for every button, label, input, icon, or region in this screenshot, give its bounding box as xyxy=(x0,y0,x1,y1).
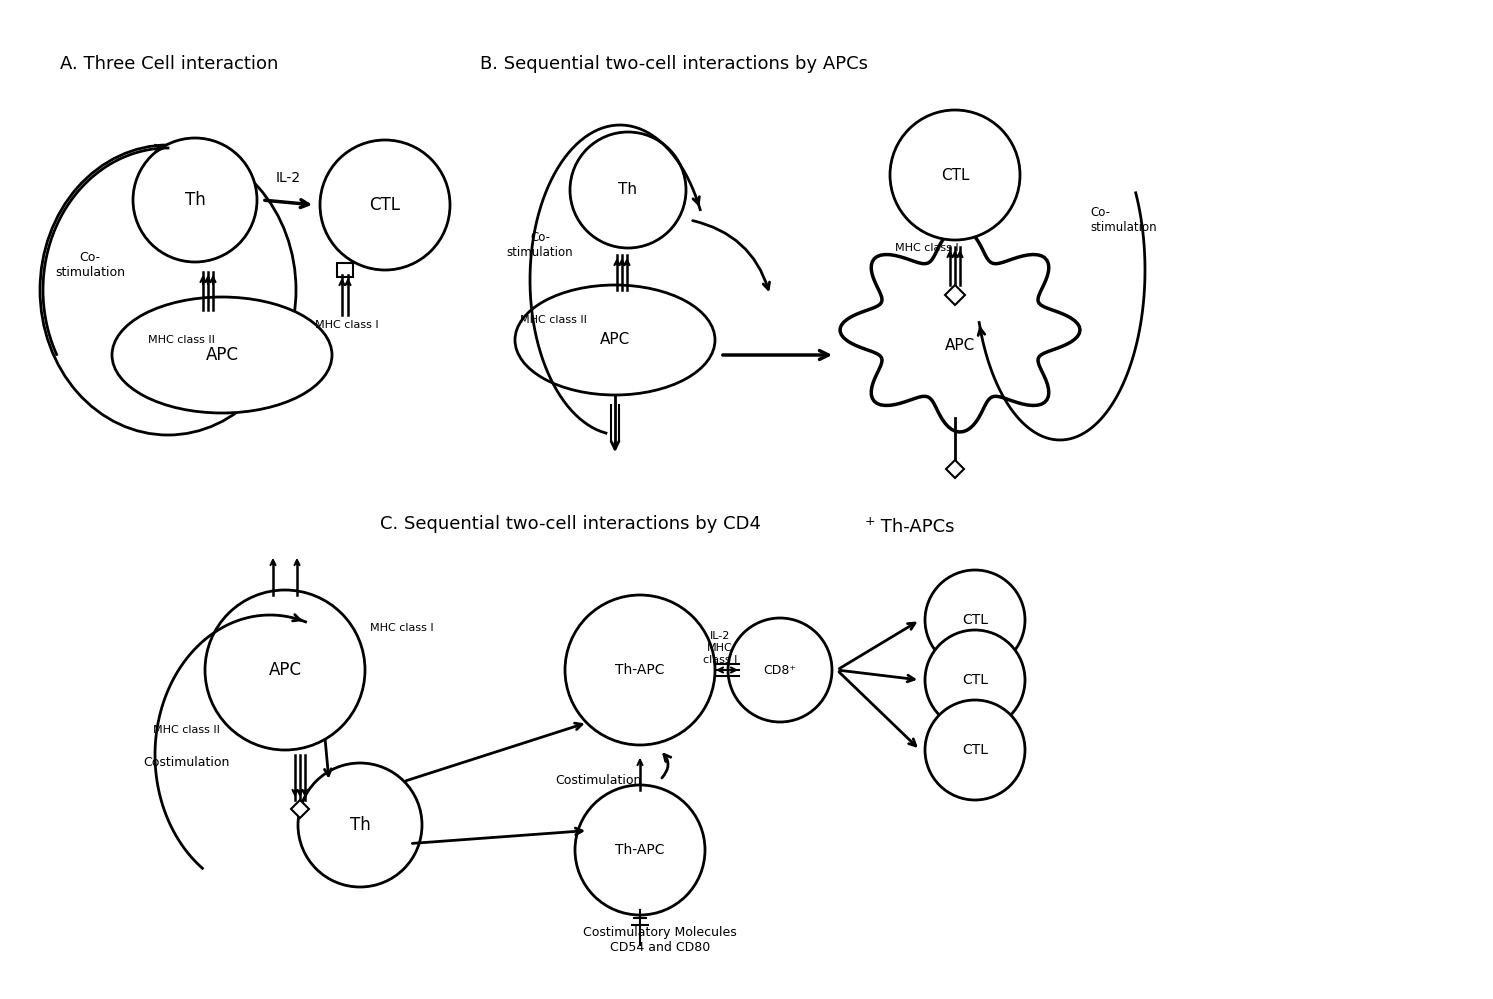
Ellipse shape xyxy=(890,110,1020,240)
Text: CD8⁺: CD8⁺ xyxy=(763,663,796,676)
Text: MHC class II: MHC class II xyxy=(148,335,215,345)
Polygon shape xyxy=(841,228,1079,432)
Bar xyxy=(337,263,352,277)
Text: MHC class I: MHC class I xyxy=(370,623,433,633)
Ellipse shape xyxy=(133,138,257,262)
Text: MHC class I: MHC class I xyxy=(894,243,959,253)
Text: C. Sequential two-cell interactions by CD4: C. Sequential two-cell interactions by C… xyxy=(381,515,761,533)
Text: IL-2: IL-2 xyxy=(275,171,300,185)
Text: MHC class II: MHC class II xyxy=(520,315,587,325)
Text: A. Three Cell interaction: A. Three Cell interaction xyxy=(60,55,278,73)
Text: Th-APCs: Th-APCs xyxy=(875,518,954,536)
Text: Th: Th xyxy=(349,816,370,834)
Ellipse shape xyxy=(575,785,705,915)
Ellipse shape xyxy=(570,132,685,248)
Text: Costimulation: Costimulation xyxy=(555,773,642,786)
Polygon shape xyxy=(947,460,964,478)
Text: Costimulation: Costimulation xyxy=(143,755,230,768)
Text: CTL: CTL xyxy=(961,743,988,757)
Ellipse shape xyxy=(564,595,715,745)
Text: Th-APC: Th-APC xyxy=(615,843,664,857)
Text: MHC class I: MHC class I xyxy=(315,320,379,330)
Ellipse shape xyxy=(926,570,1026,670)
Text: Co-
stimulation: Co- stimulation xyxy=(506,231,573,259)
Text: APC: APC xyxy=(269,661,302,679)
Text: Th-APC: Th-APC xyxy=(615,663,664,677)
Text: Costimulatory Molecules
CD54 and CD80: Costimulatory Molecules CD54 and CD80 xyxy=(584,926,738,954)
Ellipse shape xyxy=(729,618,832,722)
Text: CTL: CTL xyxy=(961,613,988,627)
Text: Th: Th xyxy=(185,191,206,209)
Ellipse shape xyxy=(40,145,296,435)
Text: CTL: CTL xyxy=(369,196,400,214)
Text: Th: Th xyxy=(618,183,638,198)
Ellipse shape xyxy=(112,297,331,413)
Text: +: + xyxy=(864,515,875,528)
Ellipse shape xyxy=(320,140,449,270)
Text: Co-
stimulation: Co- stimulation xyxy=(55,251,125,279)
Text: B. Sequential two-cell interactions by APCs: B. Sequential two-cell interactions by A… xyxy=(481,55,867,73)
Text: MHC class II: MHC class II xyxy=(152,725,219,735)
Text: Co-
stimulation: Co- stimulation xyxy=(1090,206,1157,234)
Ellipse shape xyxy=(515,285,715,395)
Text: APC: APC xyxy=(945,338,975,353)
Text: IL-2
MHC
class I: IL-2 MHC class I xyxy=(703,631,738,664)
Text: CTL: CTL xyxy=(941,168,969,183)
Ellipse shape xyxy=(926,700,1026,800)
Polygon shape xyxy=(945,285,964,305)
Ellipse shape xyxy=(926,630,1026,730)
Polygon shape xyxy=(291,800,309,818)
Text: APC: APC xyxy=(600,333,630,348)
Text: CTL: CTL xyxy=(961,673,988,687)
Ellipse shape xyxy=(205,590,364,750)
Ellipse shape xyxy=(299,763,423,887)
Text: APC: APC xyxy=(206,346,239,364)
